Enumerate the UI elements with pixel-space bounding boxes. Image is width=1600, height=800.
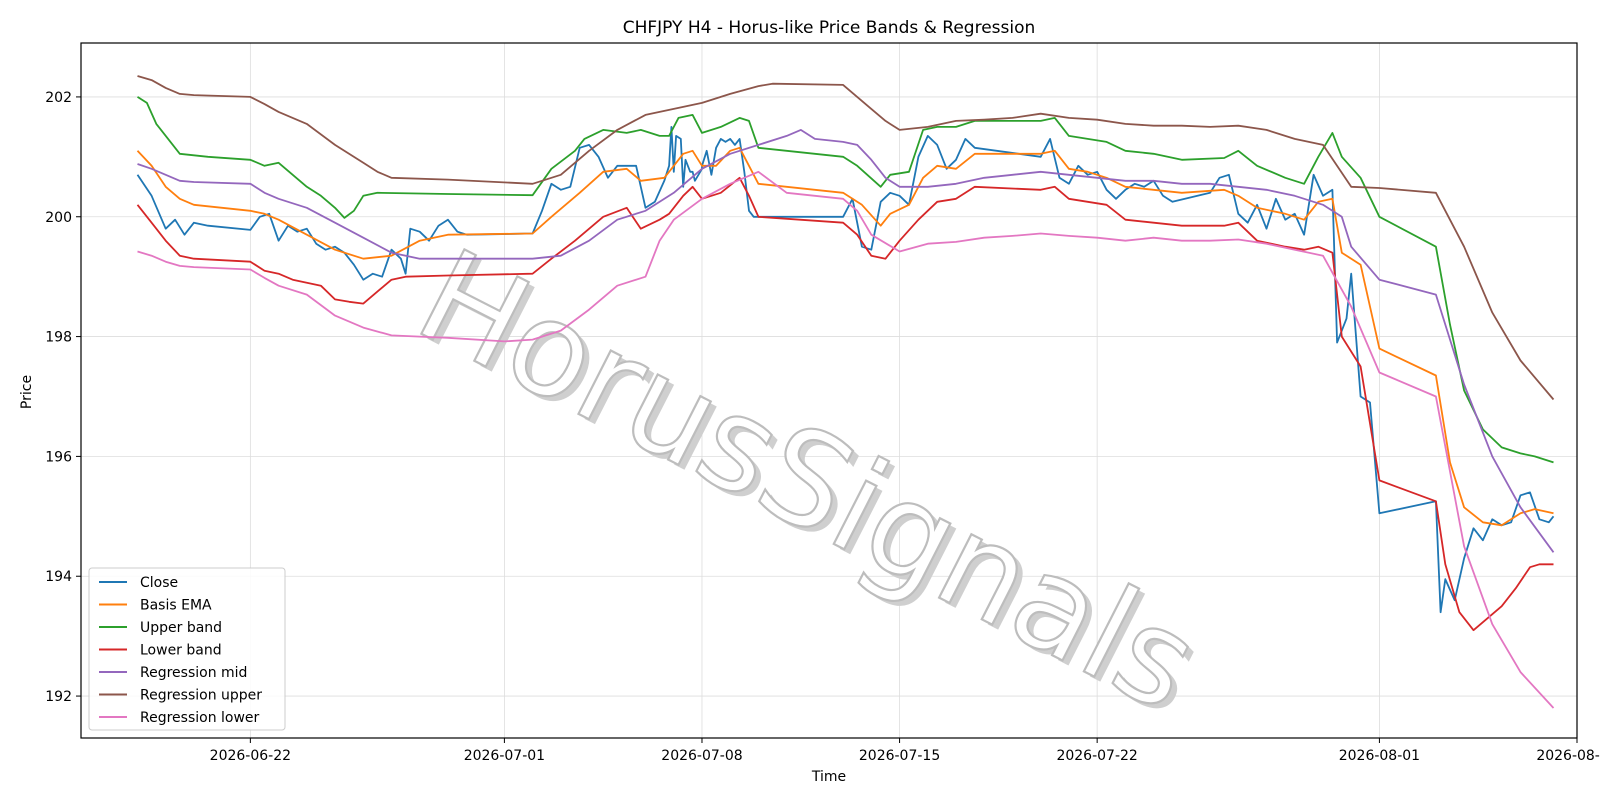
legend: Close Basis EMA Upper band Lower band Regres… [88, 567, 286, 731]
legend-label-regression-upper: Regression upper [140, 688, 262, 704]
y-tick-label: 202 [45, 90, 72, 106]
series-line-regression-lower [137, 170, 1555, 709]
x-tick-label: 2026-07-15 [859, 748, 940, 764]
series-lines [136, 75, 1555, 709]
series-line-basis-ema [136, 146, 1554, 527]
grid [81, 43, 1578, 738]
x-tick-label: 2026-07-01 [464, 748, 545, 764]
series-line-upper-band [137, 96, 1554, 464]
legend-label-regression-lower: Regression lower [140, 710, 260, 726]
legend-label-lower-band: Lower band [140, 643, 222, 659]
y-tick-label: 192 [45, 689, 72, 705]
y-tick-label: 200 [45, 210, 72, 226]
chart-title: CHFJPY H4 - Horus-like Price Bands & Reg… [623, 18, 1036, 38]
x-tick-label: 2026-06-22 [210, 748, 291, 764]
legend-label-upper-band: Upper band [140, 620, 222, 636]
legend-label-regression-mid: Regression mid [140, 665, 247, 681]
y-tick-label: 198 [45, 330, 72, 346]
x-tick-label: 2026-07-22 [1056, 748, 1137, 764]
y-tick-label: 194 [45, 569, 72, 585]
series-line-regression-upper [137, 75, 1555, 401]
legend-box [88, 567, 286, 731]
x-tick-label: 2026-08-08 [1536, 748, 1600, 764]
y-tick-label: 196 [45, 449, 72, 465]
x-tick-label: 2026-08-01 [1339, 748, 1420, 764]
plot-frame [80, 42, 1578, 739]
series-line-regression-mid [137, 129, 1555, 553]
legend-label-close: Close [140, 575, 178, 591]
series-line-lower-band [136, 176, 1554, 632]
axis-ticks: 2026-06-22 2026-07-01 2026-07-08 2026-07-15… [45, 90, 1600, 764]
x-tick-label: 2026-07-08 [661, 748, 742, 764]
legend-label-basis-ema: Basis EMA [140, 598, 212, 614]
y-axis-label: Price [19, 375, 35, 409]
x-axis-label: Time [811, 769, 846, 785]
